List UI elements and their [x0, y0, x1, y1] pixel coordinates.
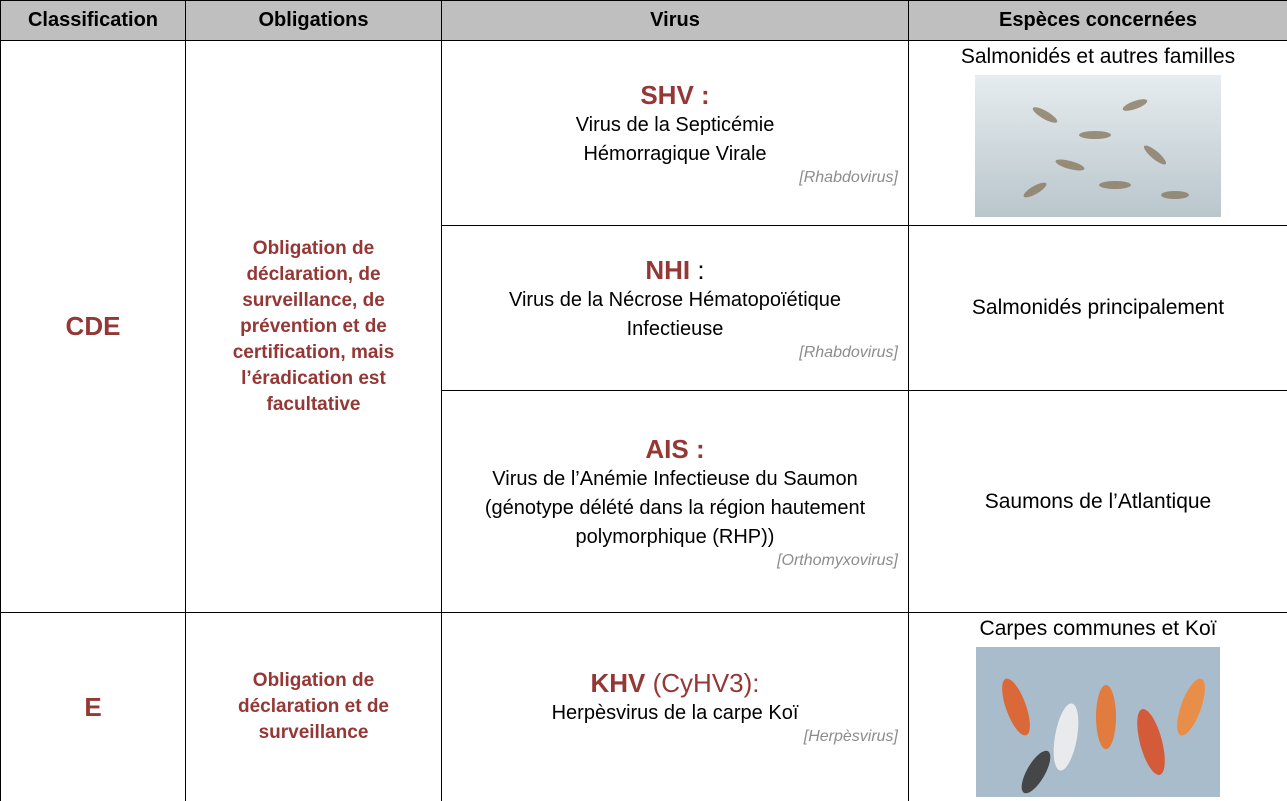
species: Salmonidés et autres familles — [960, 45, 1236, 68]
carp-photo — [976, 647, 1220, 797]
header-cell: Obligations — [185, 0, 442, 41]
fish-photo — [975, 75, 1221, 217]
virus-code: NHI — [645, 254, 691, 285]
virus-code: KHV — [590, 668, 646, 699]
header-cell: Espèces concernées — [908, 0, 1287, 41]
virus-name: Virus de la Septicémie Hémorragique Vira… — [575, 113, 775, 165]
virus-cell: KHV (CyHV3): Herpèsvirus de la carpe Koï… — [441, 612, 909, 801]
header-cell: Classification — [0, 0, 186, 41]
virus-cell: NHI : Virus de la Nécrose Hématopoïétiqu… — [441, 225, 909, 391]
virus-genus: [Rhabdovirus] — [799, 168, 898, 186]
virus-code-suffix: : — [690, 254, 705, 285]
virus-code-suffix: (CyHV3): — [645, 668, 760, 699]
virus-genus: [Rhabdovirus] — [799, 343, 898, 361]
species-cell: Carpes communes et Koï — [908, 612, 1287, 801]
virus-genus: [Herpèsvirus] — [803, 728, 898, 746]
virus-name: Virus de l’Anémie Infectieuse du Saumon … — [484, 467, 866, 548]
virus-code: AIS : — [645, 433, 705, 464]
virus-cell: SHV : Virus de la Septicémie Hémorragiqu… — [441, 40, 909, 226]
header-row: Classification Obligations Virus Espèces… — [0, 0, 1287, 41]
header-cell: Virus — [441, 0, 909, 41]
virus-name: Herpèsvirus de la carpe Koï — [551, 702, 799, 725]
virus-genus: [Orthomyxovirus] — [777, 551, 898, 569]
obligations: Obligation de déclaration, de surveillan… — [185, 40, 442, 613]
obligations: Obligation de déclaration et de surveill… — [185, 612, 442, 801]
species-cell: Salmonidés et autres familles — [908, 40, 1287, 226]
virus-cell: AIS : Virus de l’Anémie Infectieuse du S… — [441, 390, 909, 613]
classification: CDE — [0, 40, 186, 613]
species: Salmonidés principalement — [908, 225, 1287, 391]
virus-code: SHV : — [640, 79, 710, 110]
classification: E — [0, 612, 186, 801]
species: Saumons de l’Atlantique — [908, 390, 1287, 613]
species: Carpes communes et Koï — [979, 617, 1217, 640]
virus-name: Virus de la Nécrose Hématopoïétique Infe… — [508, 288, 842, 340]
